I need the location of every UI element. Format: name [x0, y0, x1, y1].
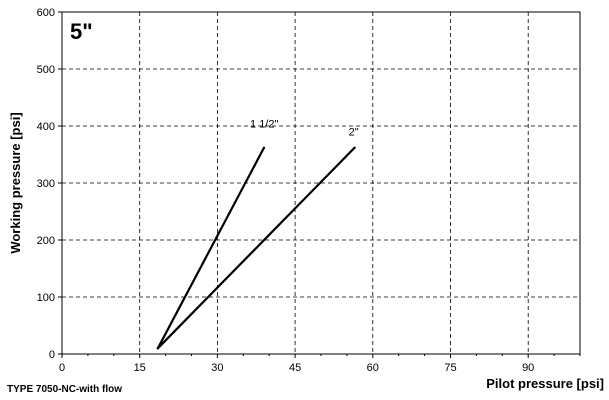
- x-tick-label: 60: [367, 362, 379, 374]
- series-line: [156, 146, 356, 350]
- axis-ticks: 0 15 30 45 60 75 90 0 100 200 300 400 500 600: [37, 7, 581, 374]
- type-caption: TYPE 7050-NC-with flow: [7, 384, 122, 395]
- x-tick-label: 75: [444, 362, 456, 374]
- y-axis-title: Working pressure [psi]: [8, 112, 23, 253]
- x-tick-label: 30: [211, 362, 223, 374]
- y-tick-label: 100: [37, 292, 55, 304]
- x-tick-label: 45: [289, 362, 301, 374]
- y-tick-label: 400: [37, 121, 55, 133]
- y-tick-label: 0: [49, 349, 55, 361]
- y-tick-label: 500: [37, 64, 55, 76]
- x-tick-label: 15: [134, 362, 146, 374]
- series-label: 2": [349, 127, 359, 139]
- x-tick-label: 0: [59, 362, 65, 374]
- x-axis-title: Pilot pressure [psi]: [486, 376, 604, 391]
- y-tick-label: 600: [37, 7, 55, 19]
- series-line: [156, 146, 266, 350]
- y-tick-label: 300: [37, 178, 55, 190]
- x-tick-label: 90: [522, 362, 534, 374]
- y-tick-label: 200: [37, 235, 55, 247]
- series-label: 1 1/2": [250, 119, 278, 131]
- grid-lines: [62, 12, 580, 354]
- chart-title: 5": [70, 19, 93, 44]
- series-lines: 1 1/2" 2": [156, 119, 359, 350]
